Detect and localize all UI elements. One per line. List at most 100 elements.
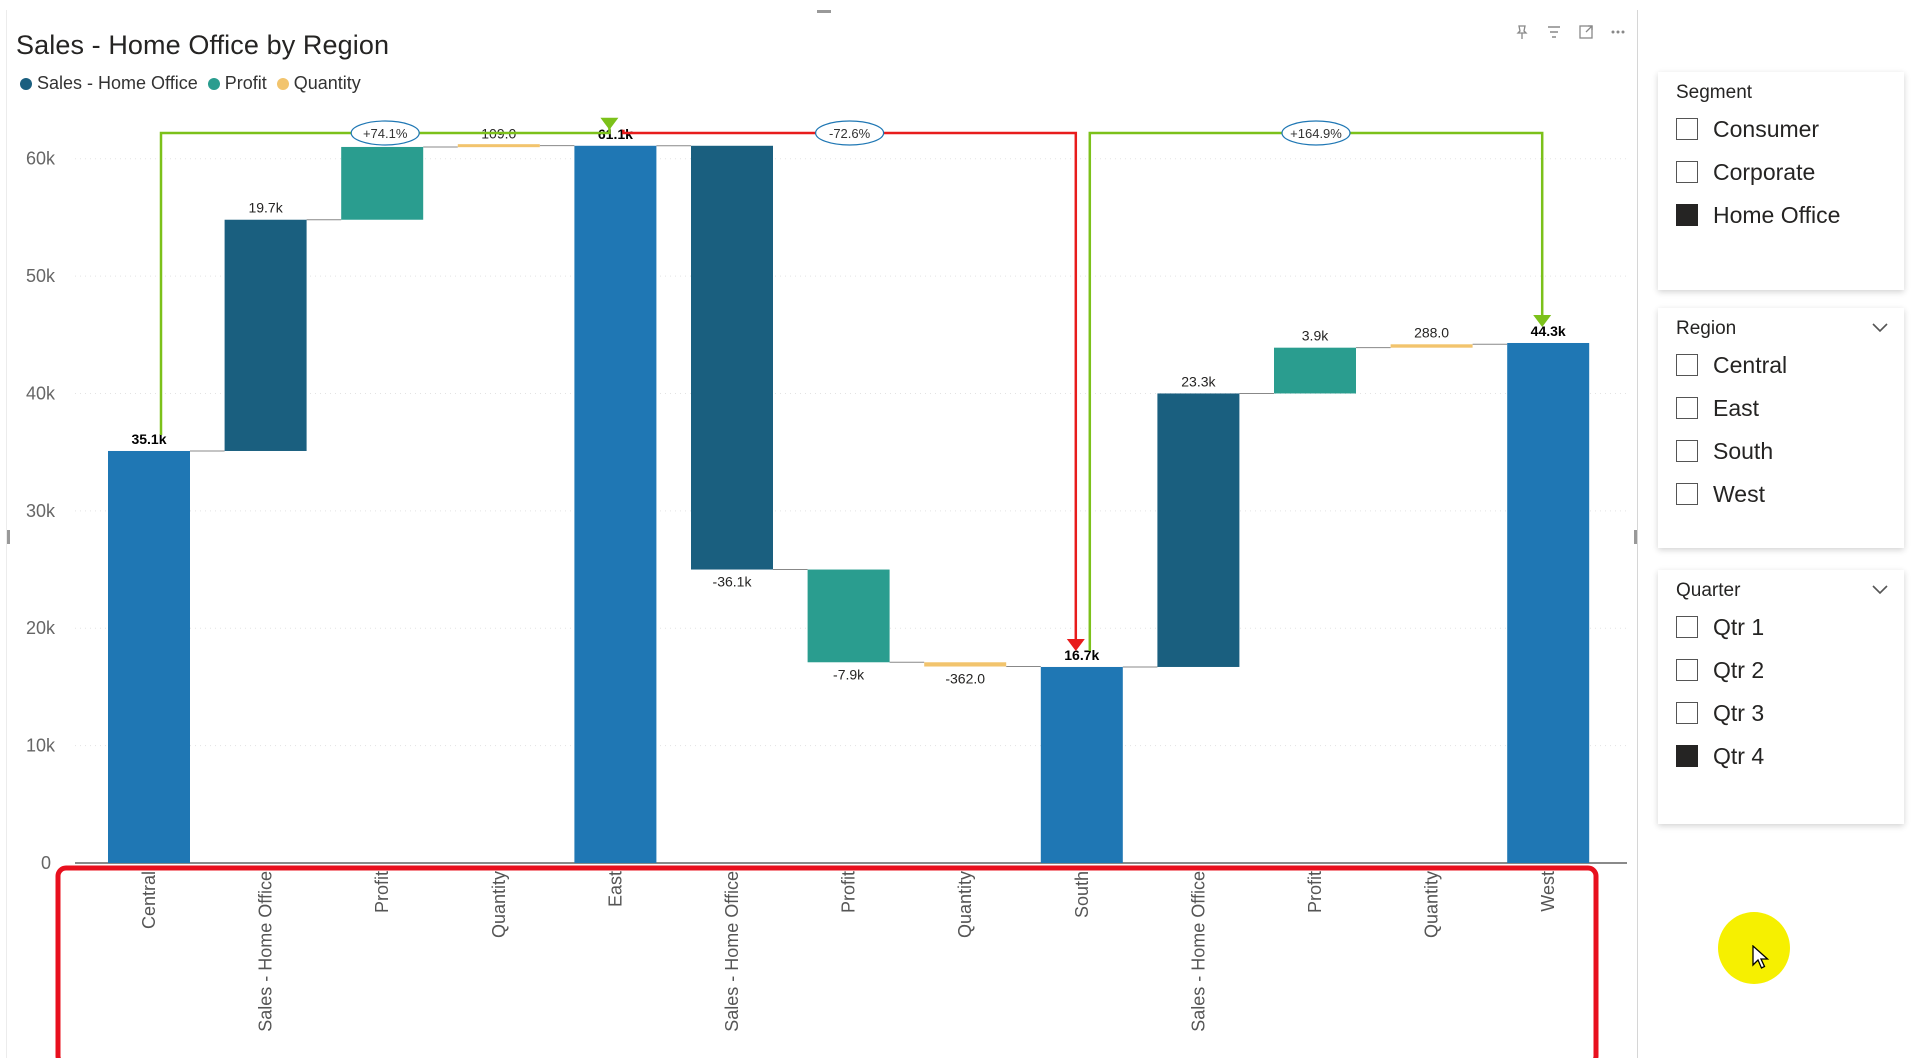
x-category-label: West: [1538, 871, 1558, 912]
waterfall-bar: [224, 219, 307, 451]
slicer-item-qtr3[interactable]: Qtr 3: [1676, 698, 1764, 728]
slicer-item-qtr2[interactable]: Qtr 2: [1676, 655, 1764, 685]
slicer-item-home-office[interactable]: Home Office: [1676, 200, 1840, 230]
legend-item-sales[interactable]: Sales - Home Office: [20, 73, 198, 94]
legend-dot-profit: [207, 77, 220, 90]
data-label: 3.9k: [1302, 328, 1329, 344]
x-category-label: Quantity: [1422, 871, 1442, 938]
quarter-slicer[interactable]: Quarter Qtr 1 Qtr 2 Qtr 3 Qtr 4: [1658, 570, 1904, 824]
waterfall-bar: [1507, 342, 1590, 863]
legend-item-quantity[interactable]: Quantity: [276, 73, 361, 94]
data-label: -36.1k: [713, 574, 753, 590]
legend-dot-sales: [20, 77, 32, 90]
visual-header: [1513, 24, 1627, 42]
slicer-item-corporate[interactable]: Corporate: [1676, 157, 1815, 187]
waterfall-bar: [574, 145, 657, 863]
data-label: 19.7k: [248, 200, 283, 216]
variance-label: -72.6%: [829, 126, 871, 141]
waterfall-bar: [457, 144, 540, 148]
slicer-item-consumer[interactable]: Consumer: [1676, 114, 1819, 144]
waterfall-bar: [691, 145, 773, 570]
slicer-item-label: Qtr 1: [1713, 613, 1765, 640]
data-label: 35.1k: [131, 431, 166, 447]
variance-bubble: [1281, 120, 1351, 146]
slicer-item-label: South: [1713, 437, 1774, 464]
mouse-cursor-icon: [1752, 945, 1770, 969]
checkbox[interactable]: [1676, 354, 1698, 376]
x-category-label: Profit: [1305, 871, 1325, 913]
y-tick-label: 50k: [26, 266, 56, 286]
x-category-label: Sales - Home Office: [256, 871, 276, 1032]
slicer-item-south[interactable]: South: [1676, 436, 1773, 466]
x-category-label: East: [605, 871, 625, 907]
filter-icon[interactable]: [1545, 24, 1563, 42]
slicer-item-east[interactable]: East: [1676, 393, 1759, 423]
variance-label: +74.1%: [363, 126, 408, 141]
slicer-item-qtr1[interactable]: Qtr 1: [1676, 612, 1764, 642]
data-label: 44.3k: [1531, 323, 1566, 339]
x-category-label: Central: [139, 871, 159, 929]
slicer-title-segment: Segment: [1676, 82, 1753, 103]
waterfall-bar: [1390, 344, 1473, 348]
resize-handle-right[interactable]: [1634, 530, 1637, 544]
checkbox[interactable]: [1676, 397, 1698, 419]
slicer-item-label: West: [1713, 480, 1765, 507]
chart-title: Sales - Home Office by Region: [16, 30, 390, 60]
y-tick-label: 40k: [26, 383, 56, 403]
chevron-down-icon[interactable]: [1870, 580, 1890, 600]
focus-mode-icon[interactable]: [1577, 24, 1595, 42]
chart-legend: Sales - Home Office Profit Quantity: [20, 73, 371, 94]
chevron-down-icon[interactable]: [1870, 318, 1890, 338]
pin-icon[interactable]: [1513, 24, 1531, 42]
variance-arrowhead: [1533, 314, 1552, 327]
slicer-item-label: Qtr 2: [1713, 656, 1765, 683]
slicer-item-label: Home Office: [1713, 201, 1841, 228]
legend-dot-quantity: [276, 77, 289, 90]
slicer-item-label: Central: [1713, 351, 1788, 378]
legend-item-profit[interactable]: Profit: [207, 73, 267, 94]
checkbox[interactable]: [1676, 161, 1698, 183]
slicer-item-central[interactable]: Central: [1676, 350, 1787, 380]
slicer-item-label: Qtr 4: [1713, 742, 1765, 769]
slicer-item-west[interactable]: West: [1676, 479, 1765, 509]
y-tick-label: 0: [41, 853, 51, 873]
segment-slicer[interactable]: Segment Consumer Corporate Home Office: [1658, 72, 1904, 290]
checkbox[interactable]: [1676, 616, 1698, 638]
checkbox[interactable]: [1676, 118, 1698, 140]
checkbox[interactable]: [1676, 659, 1698, 681]
checkbox-checked[interactable]: [1676, 745, 1698, 767]
y-tick-label: 20k: [26, 618, 56, 638]
x-category-label: Profit: [839, 871, 859, 913]
data-label: -7.9k: [833, 666, 865, 682]
x-category-label: Sales - Home Office: [722, 871, 742, 1032]
highlight-box: [55, 865, 1599, 1058]
slicer-item-label: Corporate: [1713, 158, 1816, 185]
resize-handle-top[interactable]: [817, 10, 831, 13]
checkbox[interactable]: [1676, 702, 1698, 724]
resize-handle-left[interactable]: [7, 530, 10, 544]
chart-canvas: 0 10k 20k 30k 40k 50k 60k 35.1k Central 19.7k Sale…: [26, 117, 1627, 1058]
waterfall-bar: [341, 146, 424, 220]
waterfall-chart-visual[interactable]: 0 10k 20k 30k 40k 50k 60k 35.1k Central 19.7k Sale…: [6, 10, 1638, 1058]
x-category-label: Profit: [372, 871, 392, 913]
slicer-title-region: Region: [1676, 318, 1737, 339]
region-slicer[interactable]: Region Central East South West: [1658, 308, 1904, 548]
checkbox[interactable]: [1676, 440, 1698, 462]
more-options-icon[interactable]: [1609, 24, 1627, 42]
waterfall-bar: [1274, 347, 1356, 394]
slicer-title-quarter: Quarter: [1676, 580, 1741, 601]
data-label: 23.3k: [1181, 373, 1216, 389]
waterfall-bar: [924, 662, 1007, 667]
y-tick-label: 10k: [26, 736, 56, 756]
variance-bubble: [350, 120, 420, 146]
variance-arrowhead: [1066, 638, 1085, 651]
slicer-item-label: Consumer: [1713, 115, 1820, 142]
waterfall-bar: [1157, 393, 1240, 667]
waterfall-bar: [807, 569, 890, 663]
slicer-item-qtr4[interactable]: Qtr 4: [1676, 741, 1764, 771]
slicer-item-label: Qtr 3: [1713, 699, 1765, 726]
data-label: 288.0: [1414, 324, 1449, 340]
checkbox[interactable]: [1676, 483, 1698, 505]
data-label: 16.7k: [1064, 647, 1099, 663]
checkbox-checked[interactable]: [1676, 204, 1698, 226]
